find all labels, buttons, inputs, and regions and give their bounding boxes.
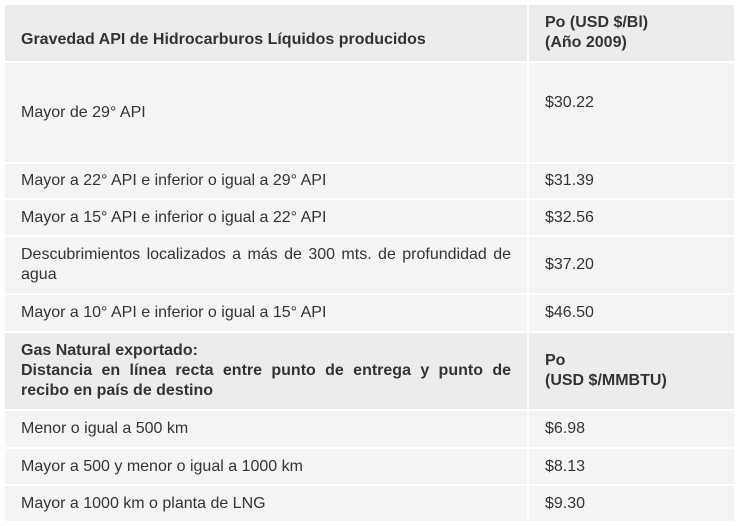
gas-header-row: Gas Natural exportado: Distancia en línea… [3, 331, 736, 411]
header-gas-line1: Gas Natural exportado: [21, 342, 198, 359]
table-row: Mayor a 10° API e inferior o igual a 15°… [3, 293, 736, 333]
row-label: Mayor a 22° API e inferior o igual a 29°… [3, 162, 529, 200]
row-label: Descubrimientos localizados a más de 300… [3, 235, 529, 295]
row-value: $37.20 [527, 235, 736, 295]
price-table: Gravedad API de Hidrocarburos Líquidos p… [3, 3, 736, 523]
header-gravedad: Gravedad API de Hidrocarburos Líquidos p… [3, 3, 529, 63]
header-po-gas-line1: Po [545, 352, 566, 369]
row-value: $46.50 [527, 293, 736, 333]
header-po-gas-line2: (USD $/MMBTU) [545, 372, 667, 389]
row-value: $30.22 [527, 61, 736, 164]
table-header-row: Gravedad API de Hidrocarburos Líquidos p… [3, 3, 736, 63]
row-value: $6.98 [527, 409, 736, 449]
header-po: Po (USD $/Bl) (Año 2009) [527, 3, 736, 63]
row-label: Mayor de 29° API [3, 61, 529, 164]
table-row: Mayor de 29° API $30.22 [3, 61, 736, 164]
row-value: $31.39 [527, 162, 736, 200]
table-row: Mayor a 22° API e inferior o igual a 29°… [3, 162, 736, 200]
header-po-line2: (Año 2009) [545, 34, 627, 51]
table-row: Descubrimientos localizados a más de 300… [3, 235, 736, 295]
row-label: Mayor a 1000 km o planta de LNG [3, 484, 529, 523]
row-value: $8.13 [527, 447, 736, 486]
row-value: $32.56 [527, 198, 736, 237]
table-row: Mayor a 500 y menor o igual a 1000 km $8… [3, 447, 736, 486]
header-gas: Gas Natural exportado: Distancia en línea… [3, 331, 529, 411]
row-label: Mayor a 15° API e inferior o igual a 22°… [3, 198, 529, 237]
row-value: $9.30 [527, 484, 736, 523]
header-gas-line2: Distancia en línea recta entre punto de … [21, 362, 511, 399]
table-row: Mayor a 1000 km o planta de LNG $9.30 [3, 484, 736, 523]
table-row: Menor o igual a 500 km $6.98 [3, 409, 736, 449]
header-po-gas: Po (USD $/MMBTU) [527, 331, 736, 411]
header-po-line1: Po (USD $/Bl) [545, 14, 649, 31]
row-label: Menor o igual a 500 km [3, 409, 529, 449]
table-row: Mayor a 15° API e inferior o igual a 22°… [3, 198, 736, 237]
row-label: Mayor a 500 y menor o igual a 1000 km [3, 447, 529, 486]
row-label: Mayor a 10° API e inferior o igual a 15°… [3, 293, 529, 333]
